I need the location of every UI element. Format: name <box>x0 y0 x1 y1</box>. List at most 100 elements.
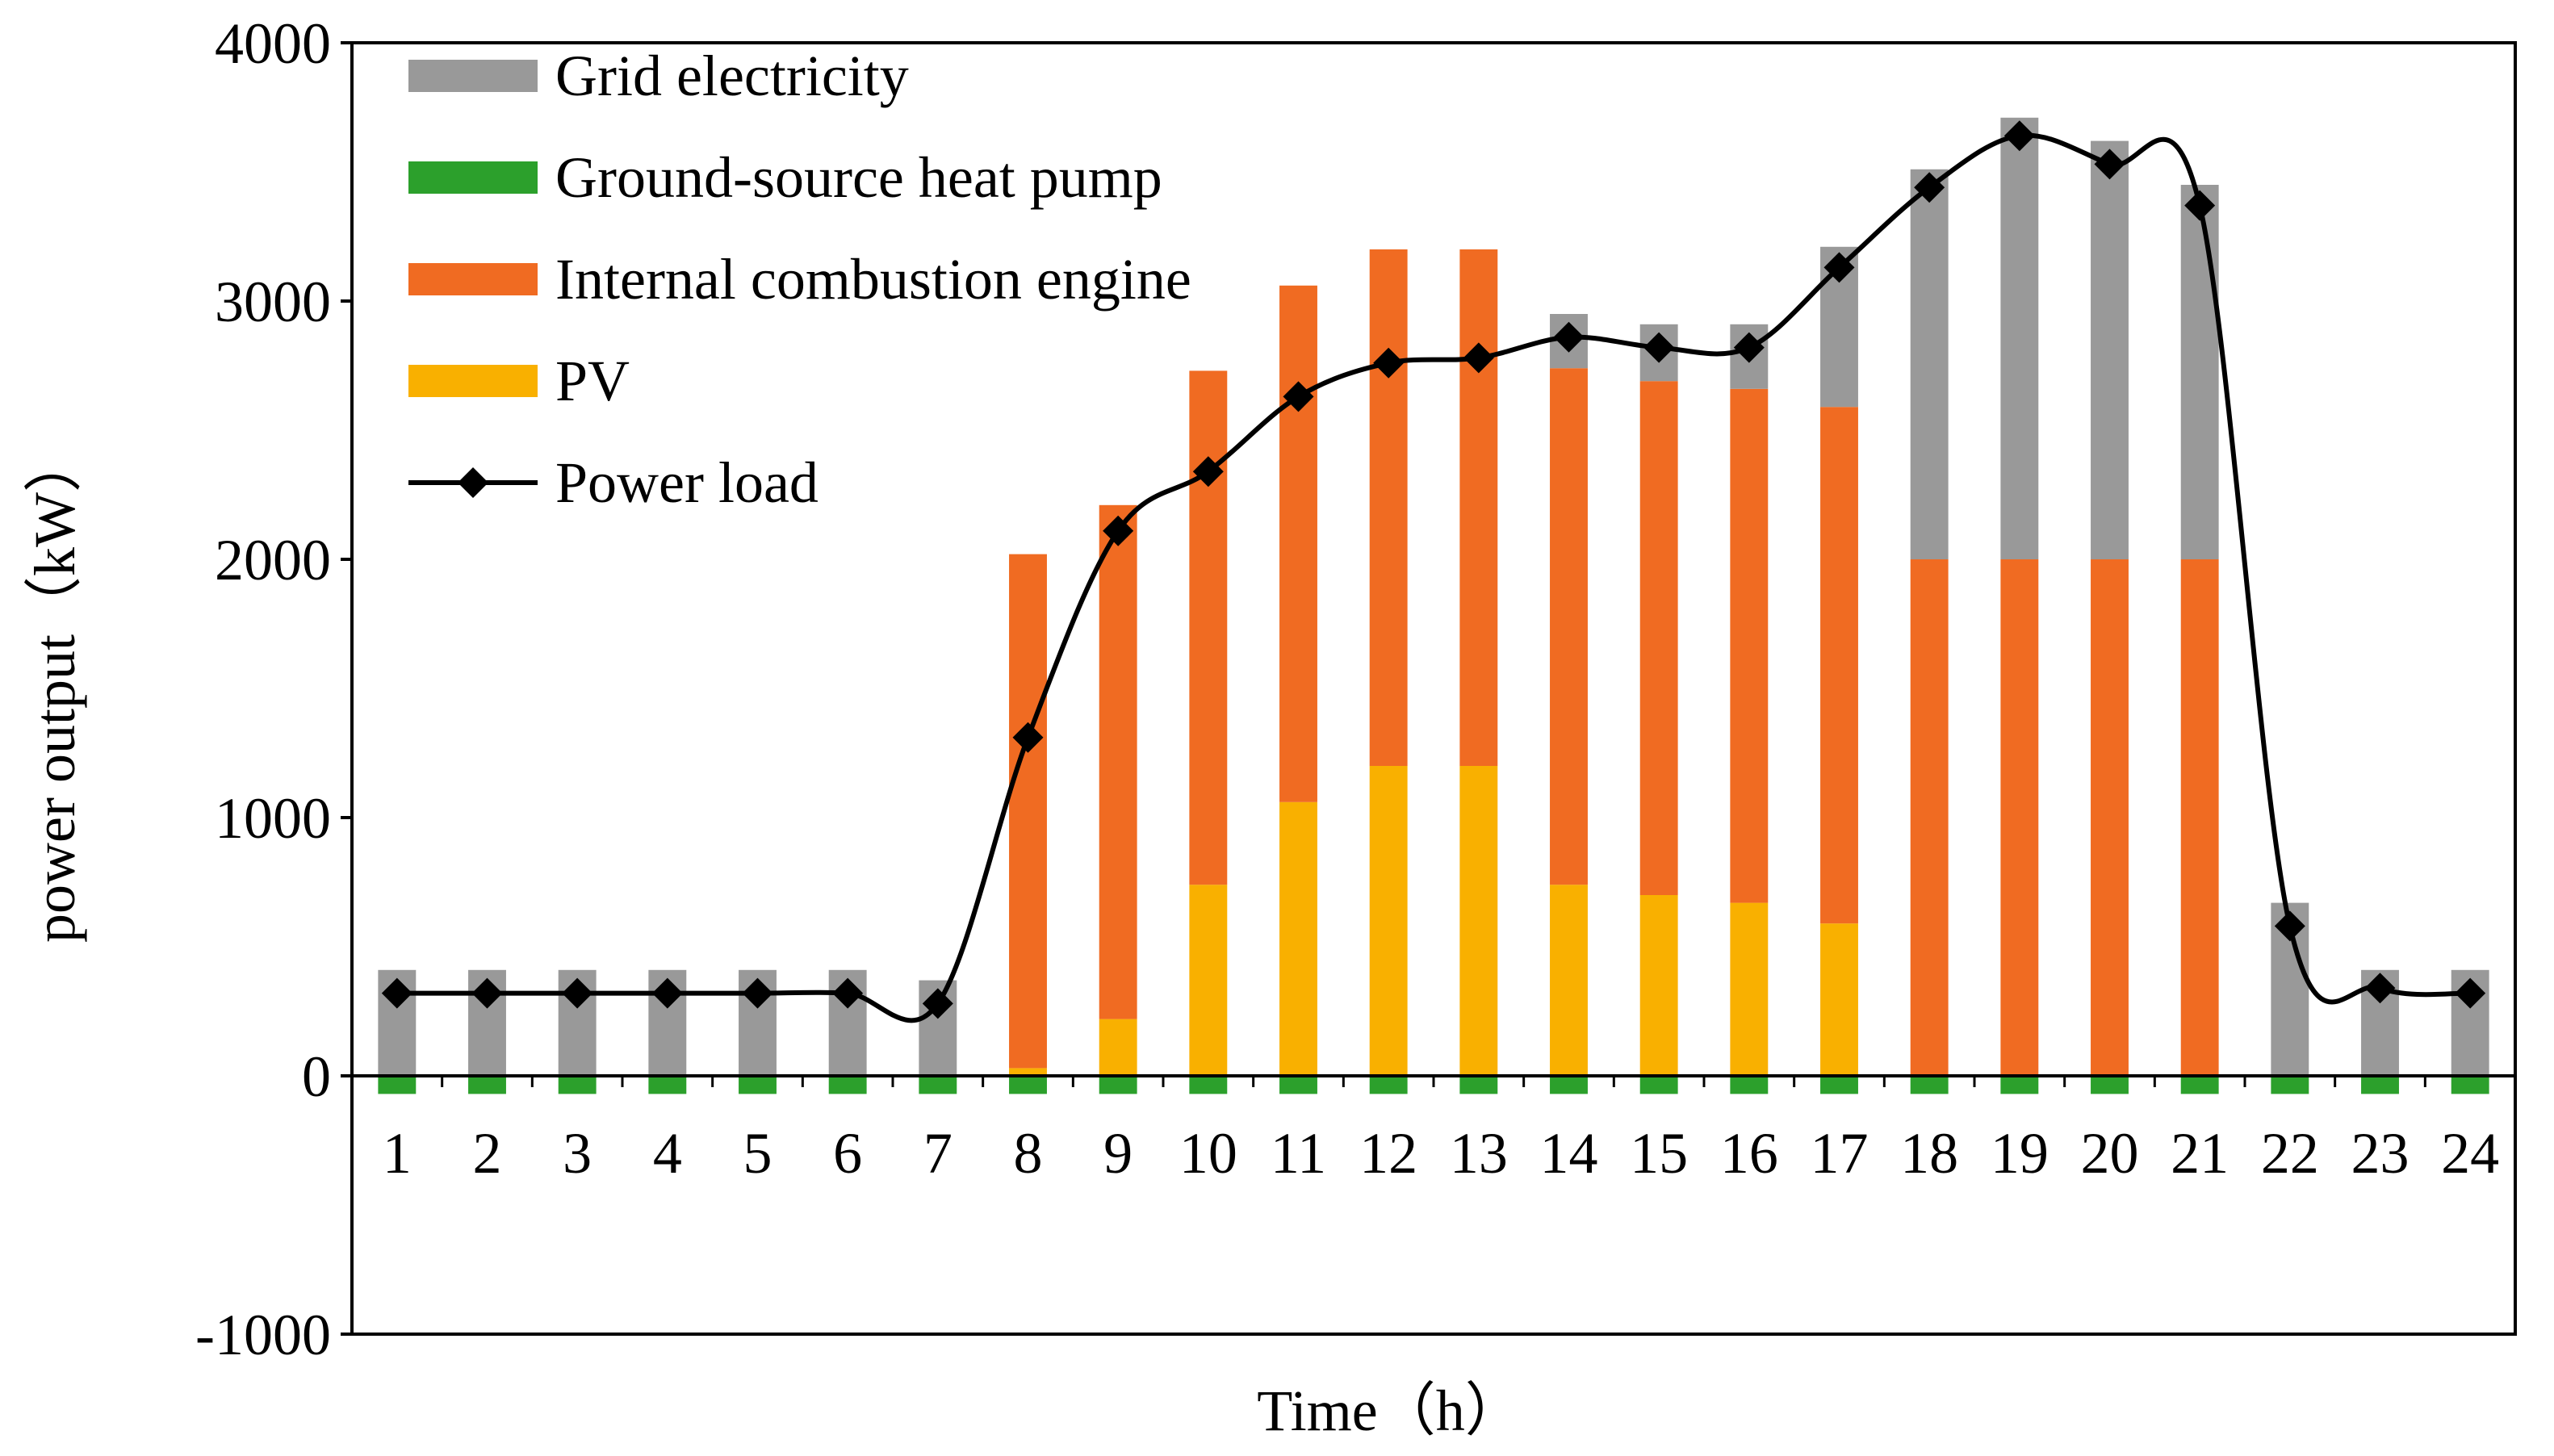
legend-swatch-internal-combustion-engine <box>408 263 538 295</box>
legend-swatch-ground-source-heat-pump <box>408 161 538 194</box>
bar-internal-combustion-engine-21 <box>2180 559 2219 1076</box>
x-tick-label: 15 <box>1630 1121 1688 1186</box>
x-tick-label: 4 <box>653 1121 682 1186</box>
x-tick-label: 5 <box>743 1121 772 1186</box>
power-load-point-14 <box>1553 321 1585 353</box>
x-axis-title: Time（h） <box>1257 1379 1522 1443</box>
power-load-point-18 <box>1914 172 1945 203</box>
bar-pv-9 <box>1099 1019 1137 1076</box>
x-tick-label: 23 <box>2351 1121 2410 1186</box>
bar-ground-source-heat-pump-19 <box>2000 1076 2039 1094</box>
x-tick-label: 8 <box>1014 1121 1043 1186</box>
bar-pv-11 <box>1279 801 1317 1076</box>
bar-pv-16 <box>1730 902 1769 1076</box>
legend-label-grid-electricity: Grid electricity <box>555 44 909 108</box>
power-load-point-11 <box>1283 381 1314 412</box>
power-load-point-24 <box>2455 977 2486 1009</box>
power-load-layer <box>381 120 2486 1023</box>
x-tick-label: 12 <box>1359 1121 1417 1186</box>
legend-swatch-grid-electricity <box>408 60 538 92</box>
x-tick-label: 11 <box>1271 1121 1326 1186</box>
bar-internal-combustion-engine-18 <box>1910 559 1949 1076</box>
legend-label-internal-combustion-engine: Internal combustion engine <box>555 247 1191 312</box>
y-tick-label: 0 <box>302 1044 331 1109</box>
bar-internal-combustion-engine-13 <box>1459 249 1498 766</box>
bar-pv-8 <box>1009 1068 1047 1076</box>
bar-internal-combustion-engine-10 <box>1189 370 1228 885</box>
power-load-point-1 <box>381 977 412 1009</box>
bar-pv-17 <box>1820 923 1858 1076</box>
x-tick-label: 9 <box>1103 1121 1133 1186</box>
power-load-point-4 <box>651 977 683 1009</box>
x-tick-label: 13 <box>1450 1121 1508 1186</box>
power-load-point-12 <box>1373 347 1405 379</box>
bar-ground-source-heat-pump-7 <box>919 1076 957 1094</box>
bar-ground-source-heat-pump-6 <box>828 1076 867 1094</box>
x-tick-label: 10 <box>1179 1121 1237 1186</box>
bar-ground-source-heat-pump-13 <box>1459 1076 1498 1094</box>
bar-ground-source-heat-pump-16 <box>1730 1076 1769 1094</box>
x-tick-label: 20 <box>2081 1121 2139 1186</box>
bar-ground-source-heat-pump-2 <box>468 1076 506 1094</box>
x-tick-label: 19 <box>1991 1121 2049 1186</box>
x-tick-label: 21 <box>2171 1121 2229 1186</box>
x-tick-label: 7 <box>923 1121 953 1186</box>
x-tick-label: 16 <box>1720 1121 1778 1186</box>
bar-internal-combustion-engine-19 <box>2000 559 2039 1076</box>
power-load-point-20 <box>2094 149 2125 180</box>
power-load-point-16 <box>1733 332 1765 363</box>
bar-ground-source-heat-pump-23 <box>2361 1076 2399 1094</box>
y-tick-label: -1000 <box>195 1303 331 1367</box>
bar-ground-source-heat-pump-9 <box>1099 1076 1137 1094</box>
bar-ground-source-heat-pump-4 <box>648 1076 687 1094</box>
bar-ground-source-heat-pump-20 <box>2091 1076 2129 1094</box>
legend-marker-power-load <box>458 467 488 498</box>
power-load-point-15 <box>1643 332 1675 363</box>
power-load-point-7 <box>922 988 953 1019</box>
bars-group <box>378 117 2489 1094</box>
bar-pv-12 <box>1369 766 1408 1076</box>
bar-pv-14 <box>1550 885 1588 1076</box>
bar-internal-combustion-engine-20 <box>2091 559 2129 1076</box>
x-tick-label: 2 <box>473 1121 502 1186</box>
bar-ground-source-heat-pump-14 <box>1550 1076 1588 1094</box>
bar-ground-source-heat-pump-10 <box>1189 1076 1228 1094</box>
bar-ground-source-heat-pump-21 <box>2180 1076 2219 1094</box>
bar-internal-combustion-engine-15 <box>1639 381 1678 895</box>
power-load-point-8 <box>1012 722 1044 753</box>
bar-ground-source-heat-pump-3 <box>558 1076 597 1094</box>
legend-label-pv: PV <box>555 349 630 413</box>
power-load-point-3 <box>562 977 593 1009</box>
bar-pv-10 <box>1189 885 1228 1076</box>
bar-ground-source-heat-pump-18 <box>1910 1076 1949 1094</box>
bar-ground-source-heat-pump-11 <box>1279 1076 1317 1094</box>
bar-internal-combustion-engine-17 <box>1820 407 1858 924</box>
bar-internal-combustion-engine-11 <box>1279 285 1317 802</box>
power-load-point-19 <box>2003 120 2035 152</box>
legend-swatch-pv <box>408 365 538 397</box>
x-tick-label: 1 <box>383 1121 412 1186</box>
plot-area <box>350 41 2517 1336</box>
power-load-point-17 <box>1823 252 1855 283</box>
bar-grid-electricity-20 <box>2091 140 2129 560</box>
y-tick-label: 1000 <box>215 786 331 851</box>
bar-ground-source-heat-pump-8 <box>1009 1076 1047 1094</box>
legend-label-ground-source-heat-pump: Ground-source heat pump <box>555 145 1162 210</box>
power-load-point-21 <box>2184 190 2216 221</box>
bar-ground-source-heat-pump-1 <box>378 1076 417 1094</box>
power-load-point-6 <box>832 977 864 1009</box>
y-axis-title: power output（kW） <box>23 434 87 943</box>
power-load-point-10 <box>1192 456 1224 487</box>
bar-grid-electricity-19 <box>2000 117 2039 560</box>
power-load-point-22 <box>2274 910 2305 942</box>
bar-ground-source-heat-pump-15 <box>1639 1076 1678 1094</box>
bar-pv-13 <box>1459 766 1498 1076</box>
legend-label-power-load: Power load <box>555 450 819 515</box>
bar-ground-source-heat-pump-24 <box>2451 1076 2489 1094</box>
power-load-point-5 <box>742 977 773 1009</box>
y-tick-labels: 4000 3000 2000 1000 0 -1000 <box>195 11 352 1367</box>
y-tick-label: 2000 <box>215 528 331 592</box>
power-load-point-23 <box>2364 973 2396 1004</box>
x-tick-label: 14 <box>1540 1121 1598 1186</box>
